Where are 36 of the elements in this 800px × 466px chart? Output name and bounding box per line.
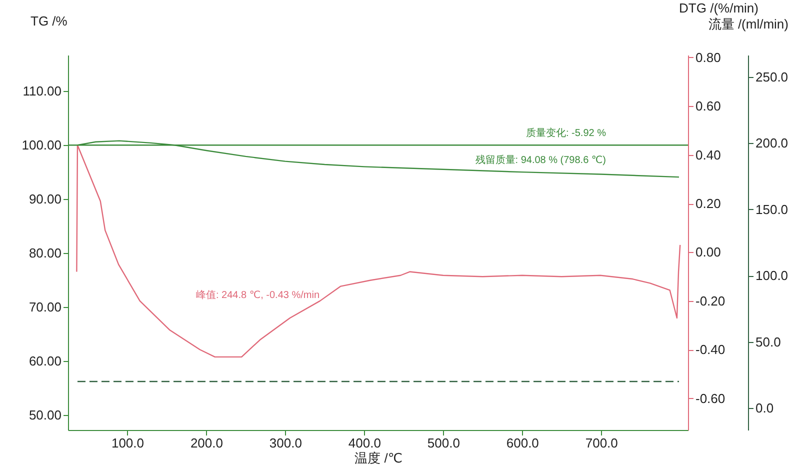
y2-tick-label: 0.60	[696, 98, 721, 114]
y3-tick-label: 0.0	[756, 400, 774, 416]
y3-tick-label: 250.0	[756, 69, 788, 84]
y2-tick-label: 0.80	[696, 50, 721, 65]
y3-tick-label: 50.0	[756, 334, 781, 350]
x-tick-label: 100.0	[111, 436, 144, 450]
annotation: 质量变化: -5.92 %	[526, 127, 606, 139]
y-tick-label: 60.00	[28, 353, 62, 368]
y-tick-label: 100.00	[22, 138, 62, 153]
x-tick-label: 600.0	[506, 436, 539, 450]
y-tick-label: 70.00	[28, 299, 62, 314]
y2-tick-label: 0.20	[696, 196, 721, 212]
y2-tick-label: -0.20	[696, 293, 726, 308]
x-axis-title: 温度 /℃	[354, 450, 402, 466]
y3-tick-label: 150.0	[756, 202, 788, 217]
x-tick-label: 700.0	[585, 436, 618, 450]
y-tick-label: 90.00	[28, 192, 62, 207]
y3-tick-label: 200.0	[756, 136, 788, 151]
y-tick-label: 110.00	[22, 84, 62, 99]
x-tick-label: 200.0	[190, 436, 223, 450]
y-tick-label: 50.00	[28, 407, 62, 422]
y2-axis-title: DTG /(%/min)	[679, 0, 758, 16]
y2-tick-label: 0.40	[696, 147, 721, 162]
x-tick-label: 500.0	[427, 436, 460, 450]
y-axis-title: TG /%	[30, 14, 68, 28]
x-tick-label: 400.0	[348, 436, 381, 450]
y3-tick-label: 100.0	[756, 268, 788, 284]
line-series	[76, 144, 681, 358]
x-tick-label: 300.0	[269, 436, 302, 450]
annotation: 峰值: 244.8 ℃, -0.43 %/min	[196, 289, 320, 301]
y2-tick-label: -0.40	[696, 342, 726, 358]
y2-tick-label: -0.60	[696, 390, 726, 406]
y-tick-label: 80.00	[28, 246, 62, 261]
y2-tick-label: 0.00	[696, 244, 721, 260]
annotation: 残留质量: 94.08 % (798.6 ℃)	[475, 154, 606, 166]
y3-axis-title: 流量 /(ml/min)	[708, 16, 788, 32]
